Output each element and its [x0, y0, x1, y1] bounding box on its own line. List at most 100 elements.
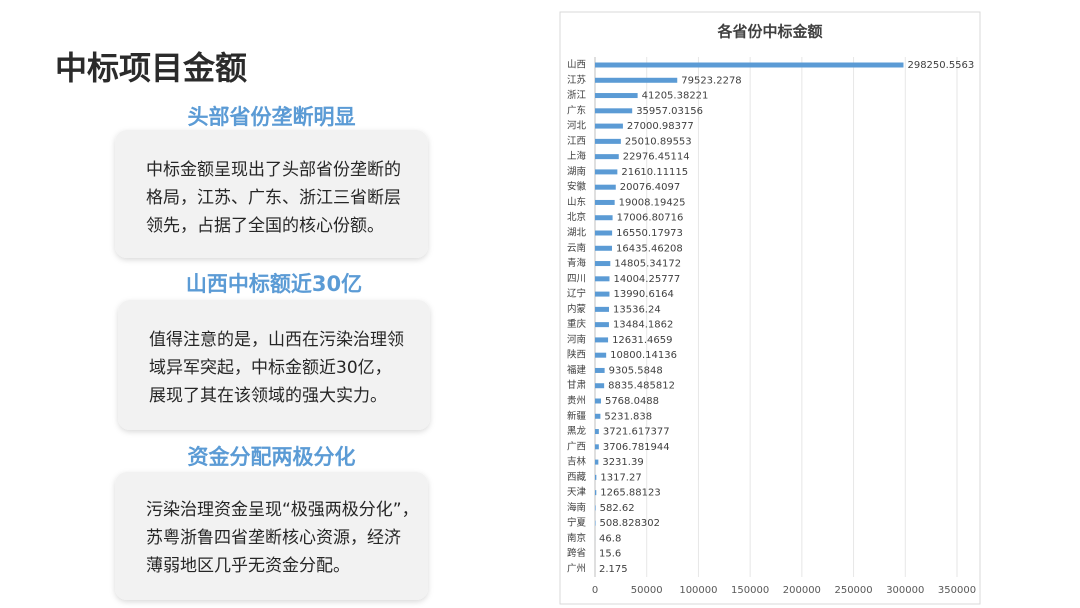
- y-tick-label: 黑龙: [567, 425, 587, 437]
- chart-title: 各省份中标金额: [716, 23, 822, 41]
- y-tick-label: 甘肃: [567, 379, 586, 391]
- y-tick-label: 广州: [567, 563, 586, 575]
- bar: [595, 245, 612, 251]
- value-label: 3721.617377: [603, 427, 670, 438]
- value-label: 22976.45114: [623, 152, 690, 163]
- value-label: 3231.39: [602, 457, 643, 468]
- x-tick-label: 300000: [886, 585, 924, 596]
- y-tick-label: 上海: [567, 150, 587, 162]
- value-label: 1317.27: [600, 472, 641, 483]
- bar: [595, 108, 633, 114]
- value-label: 13484.1862: [613, 320, 673, 331]
- y-tick-label: 南京: [567, 532, 586, 544]
- y-tick-label: 河南: [567, 333, 586, 345]
- bar: [595, 383, 605, 389]
- y-tick-label: 吉林: [567, 456, 587, 468]
- section-heading: 资金分配两极分化: [188, 445, 356, 469]
- y-tick-label: 江西: [567, 136, 586, 147]
- value-label: 27000.98377: [627, 121, 694, 132]
- y-tick-label: 湖北: [567, 228, 587, 239]
- y-tick-label: 山东: [567, 196, 586, 208]
- y-tick-label: 陕西: [567, 349, 586, 361]
- x-tick-label: 200000: [783, 585, 821, 596]
- y-tick-label: 广东: [567, 104, 586, 116]
- y-tick-label: 湖南: [567, 165, 586, 177]
- value-label: 13536.24: [613, 304, 661, 315]
- y-tick-label: 贵州: [567, 395, 586, 407]
- bar: [595, 62, 904, 68]
- x-tick-label: 0: [592, 585, 598, 596]
- bar: [595, 520, 596, 526]
- bar: [595, 352, 607, 358]
- section-heading: 山西中标额近30亿: [186, 272, 362, 296]
- value-label: 1265.88123: [600, 488, 660, 499]
- bar: [595, 367, 605, 373]
- value-label: 5231.838: [604, 411, 652, 422]
- y-tick-label: 河北: [567, 120, 587, 132]
- y-tick-label: 江苏: [567, 74, 587, 86]
- section-box: [115, 472, 428, 600]
- value-label: 9305.5848: [609, 365, 663, 376]
- bar: [595, 459, 599, 465]
- y-tick-label: 海南: [567, 501, 586, 513]
- bar: [595, 306, 610, 312]
- bar: [595, 93, 638, 99]
- value-label: 15.6: [599, 549, 621, 560]
- value-label: 16550.17973: [616, 228, 683, 239]
- value-label: 8835.485812: [608, 381, 675, 392]
- section-text: 展现了其在该领域的强大实力。: [149, 386, 387, 406]
- bar: [595, 261, 611, 267]
- y-tick-label: 北京: [567, 211, 586, 223]
- value-label: 19008.19425: [619, 197, 686, 208]
- x-tick-label: 350000: [938, 585, 976, 596]
- value-label: 25010.89553: [625, 136, 692, 147]
- value-label: 298250.5563: [907, 60, 974, 71]
- section-text: 格局，江苏、广东、浙江三省断层: [146, 188, 401, 208]
- y-tick-label: 浙江: [567, 89, 587, 101]
- section-text: 领先，占据了全国的核心份额。: [146, 216, 384, 236]
- value-label: 41205.38221: [642, 91, 709, 102]
- bar: [595, 429, 599, 435]
- bar: [595, 322, 609, 328]
- bar: [595, 337, 609, 343]
- section-text: 薄弱地区几乎无资金分配。: [146, 556, 350, 576]
- y-tick-label: 四川: [567, 273, 586, 284]
- value-label: 5768.0488: [605, 396, 659, 407]
- value-label: 16435.46208: [616, 243, 683, 254]
- y-tick-label: 青海: [567, 257, 587, 269]
- bar: [595, 199, 615, 205]
- section-box: [115, 130, 428, 258]
- value-label: 14004.25777: [613, 274, 680, 285]
- bar: [595, 138, 621, 144]
- bar: [595, 215, 613, 221]
- value-label: 35957.03156: [636, 106, 703, 117]
- y-tick-label: 安徽: [567, 181, 587, 193]
- y-tick-label: 新疆: [567, 410, 587, 422]
- section-text: 污染治理资金呈现“极强两极分化”，: [146, 500, 419, 520]
- bar: [595, 184, 616, 190]
- y-tick-label: 跨省: [567, 547, 586, 559]
- bar: [595, 276, 610, 282]
- bar: [595, 444, 599, 450]
- y-tick-label: 福建: [567, 364, 587, 376]
- bar: [595, 505, 596, 511]
- section-text: 中标金额呈现出了头部省份垄断的: [146, 160, 401, 180]
- y-tick-label: 云南: [567, 242, 586, 254]
- bar: [595, 154, 619, 160]
- y-tick-label: 宁夏: [567, 517, 587, 529]
- bar: [595, 230, 613, 236]
- bar: [595, 398, 601, 404]
- section-heading: 头部省份垄断明显: [188, 105, 356, 129]
- bar: [595, 490, 597, 496]
- y-tick-label: 广西: [567, 440, 586, 452]
- section-text: 值得注意的是，山西在污染治理领: [149, 330, 404, 350]
- y-tick-label: 辽宁: [567, 288, 586, 300]
- value-label: 17006.80716: [617, 213, 684, 224]
- bar: [595, 474, 597, 480]
- value-label: 21610.11115: [621, 167, 688, 178]
- y-tick-label: 重庆: [567, 318, 587, 330]
- value-label: 582.62: [600, 503, 635, 514]
- bar: [595, 291, 610, 297]
- value-label: 508.828302: [600, 518, 660, 529]
